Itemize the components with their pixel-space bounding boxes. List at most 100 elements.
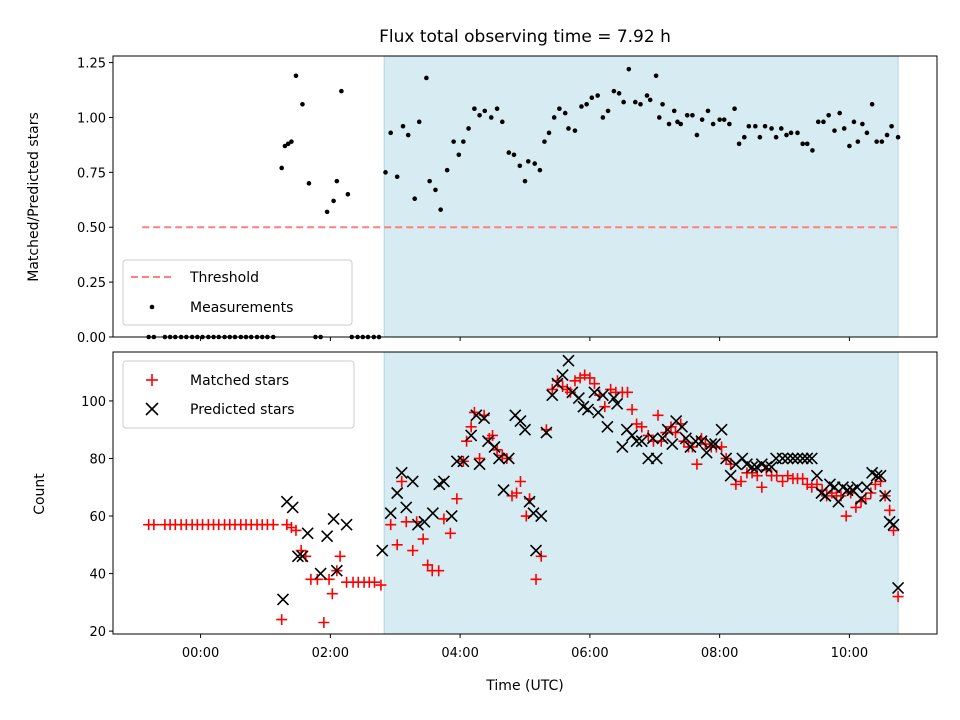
predicted-star-point [746,461,759,474]
predicted-star-point [492,452,506,465]
measurement-point [860,121,865,127]
measurement-point [753,123,758,129]
measurement-point [736,141,742,147]
matched-star-point [892,591,904,603]
measurement-point [482,108,488,114]
matched-star-point [465,421,477,433]
predicted-star-point [666,438,679,451]
measurement-point [506,150,512,155]
measurement-point [572,128,578,133]
measurement-point [405,132,411,138]
predicted-star-point [327,512,340,525]
matched-star-point [433,565,445,577]
predicted-star-point [601,420,614,433]
predicted-star-point [518,423,532,436]
measurement-point [800,141,805,147]
measurement-point [832,128,837,133]
measurement-point [847,143,852,149]
measurement-point [784,132,789,138]
predicted-star-point [675,420,689,433]
predicted-star-point [874,469,887,482]
measurement-point [477,112,482,118]
measurement-point [427,178,432,184]
bottom-panel: 00:00 02:00 04:00 06:00 08:00 10:00 20 40 60 80 1… [32,351,938,694]
measurement-point [699,117,705,122]
measurement-point [837,110,842,116]
predicted-star-point [301,527,314,540]
measurement-point [621,99,626,105]
measurement-point [804,141,810,147]
matched-star-point [451,493,463,505]
matched-star-point [626,404,638,416]
bottom-legend-box [122,360,355,429]
measurement-point [684,112,690,118]
measurement-point [517,163,523,169]
measurement-point [657,115,662,120]
predicted-star-point [646,432,659,445]
measurement-point [472,106,477,111]
measurement-point [488,115,494,120]
measurement-point [306,181,312,186]
top-y-tick-label: 1.25 [77,57,106,72]
measurement-point [874,139,879,144]
predicted-star-point [630,435,643,448]
measurement-point [285,141,291,147]
predicted-star-point [391,486,404,500]
predicted-star-points [276,354,905,606]
predicted-star-point [650,452,663,465]
measurement-point [638,101,643,107]
measurement-point [466,126,471,131]
measurement-point [551,115,557,120]
measurement-point [821,119,826,125]
matched-star-point [438,513,450,525]
predicted-star-point [855,492,868,505]
measurement-point [456,152,462,158]
measurement-point [438,207,443,212]
measurement-point [579,104,584,109]
matched-star-point [474,452,486,464]
bottom-y-axis-label: Count [32,473,48,515]
predicted-legend-swatch [145,402,159,416]
measurement-point [727,121,732,127]
measurement-point [889,123,894,129]
matched-star-point [777,475,789,487]
matched-star-point [311,573,323,585]
predicted-star-point [715,423,728,436]
matched-star-point [652,409,664,421]
measurement-point [542,139,547,144]
predicted-star-point [709,438,722,451]
predicted-star-point [572,391,585,405]
measurement-point [324,209,330,215]
predicted-star-point [478,412,491,425]
bottom-x-tick-label: 02:00 [312,646,349,661]
measurement-point [511,152,517,158]
measurement-point [339,88,344,94]
matched-star-point [368,576,380,588]
matched-star-point [385,519,397,531]
matched-star-point [599,401,611,413]
measurement-point [666,121,672,127]
measurement-point [383,170,388,175]
measurement-point [769,126,774,131]
predicted-star-point [276,593,290,606]
matched-star-point [875,475,887,487]
measurement-point [394,174,400,180]
top-x-ticks [200,337,850,341]
predicted-star-point [581,403,595,416]
measurement-point [279,165,284,171]
matched-star-point [501,452,513,464]
measurement-point [895,134,901,140]
predicted-star-point [445,509,458,523]
matched-star-point [725,458,737,470]
matched-star-point [735,475,747,487]
predicted-star-point [296,550,309,563]
top-y-tick-label: 0.25 [77,276,106,291]
measurement-point [869,101,875,107]
measurement-point [678,121,684,127]
predicted-star-point [473,458,486,471]
matched-star-point [756,481,768,493]
predicted-star-point [286,501,299,514]
measurement-point [690,112,695,118]
predicted-star-point [437,475,450,488]
measurement-point [788,130,794,136]
